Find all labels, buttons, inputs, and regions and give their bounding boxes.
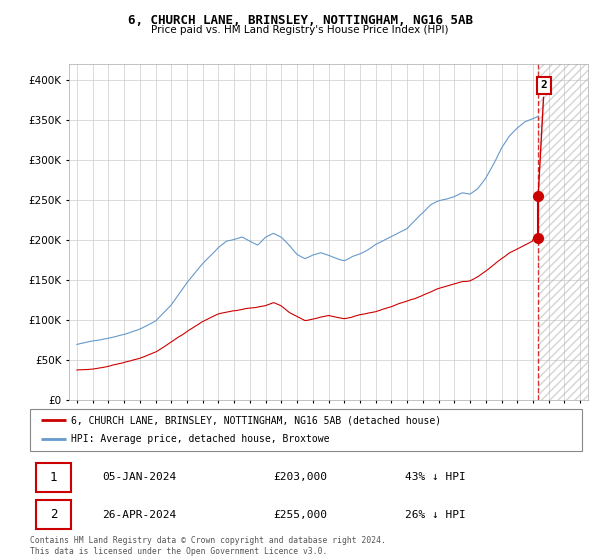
Text: 43% ↓ HPI: 43% ↓ HPI — [406, 473, 466, 482]
Text: £255,000: £255,000 — [273, 510, 327, 520]
Text: £203,000: £203,000 — [273, 473, 327, 482]
Text: 26% ↓ HPI: 26% ↓ HPI — [406, 510, 466, 520]
Text: HPI: Average price, detached house, Broxtowe: HPI: Average price, detached house, Brox… — [71, 435, 330, 445]
Text: 2: 2 — [50, 508, 58, 521]
Bar — [538, 64, 588, 400]
Text: 05-JAN-2024: 05-JAN-2024 — [102, 473, 176, 482]
Text: Contains HM Land Registry data © Crown copyright and database right 2024.
This d: Contains HM Land Registry data © Crown c… — [30, 536, 386, 556]
FancyBboxPatch shape — [35, 501, 71, 530]
Text: Price paid vs. HM Land Registry's House Price Index (HPI): Price paid vs. HM Land Registry's House … — [151, 25, 449, 35]
Text: 6, CHURCH LANE, BRINSLEY, NOTTINGHAM, NG16 5AB (detached house): 6, CHURCH LANE, BRINSLEY, NOTTINGHAM, NG… — [71, 415, 442, 425]
Text: 2: 2 — [538, 81, 548, 194]
FancyBboxPatch shape — [35, 463, 71, 492]
Text: 26-APR-2024: 26-APR-2024 — [102, 510, 176, 520]
Text: 6, CHURCH LANE, BRINSLEY, NOTTINGHAM, NG16 5AB: 6, CHURCH LANE, BRINSLEY, NOTTINGHAM, NG… — [128, 14, 473, 27]
Text: 1: 1 — [50, 471, 58, 484]
FancyBboxPatch shape — [30, 409, 582, 451]
